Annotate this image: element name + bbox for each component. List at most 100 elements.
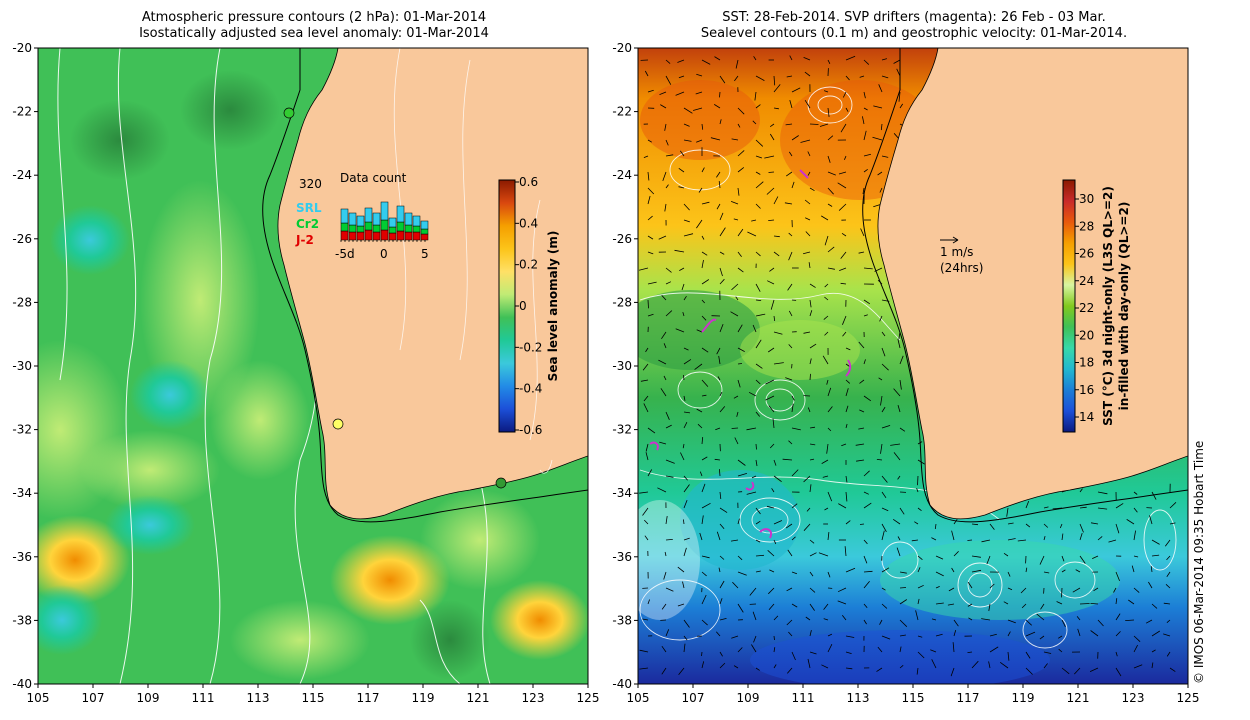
- velocity-arrow: [1149, 515, 1153, 525]
- velocity-arrow: [1056, 601, 1063, 605]
- velocity-arrow: [1097, 536, 1103, 541]
- velocity-arrow: [719, 267, 723, 277]
- velocity-arrow: [897, 475, 901, 480]
- velocity-arrow: [786, 75, 793, 78]
- velocity-arrow: [664, 551, 667, 557]
- velocity-arrow: [719, 507, 728, 513]
- x-tick-label: 121: [467, 691, 490, 705]
- velocity-arrow: [772, 418, 775, 429]
- velocity-arrow: [737, 324, 743, 333]
- velocity-arrow: [665, 310, 673, 317]
- velocity-arrow: [789, 99, 793, 109]
- inset-bar: [404, 224, 413, 233]
- map-axes: 105 107 109 111 113 115 117 119 121 123 125 -20 -22 -…: [12, 41, 1199, 705]
- velocity-arrow: [981, 618, 991, 621]
- velocity-arrow: [856, 459, 865, 462]
- velocity-arrow: [1079, 555, 1086, 564]
- velocity-arrow: [971, 555, 981, 558]
- velocity-arrow: [1043, 523, 1049, 528]
- velocity-arrow: [719, 555, 725, 560]
- velocity-arrow: [1133, 664, 1143, 669]
- velocity-arrow: [967, 539, 973, 541]
- velocity-arrow: [917, 567, 921, 573]
- velocity-arrow: [881, 347, 886, 357]
- velocity-arrow: [1151, 662, 1154, 669]
- velocity-arrow: [764, 155, 775, 159]
- x-tick-label: 117: [357, 691, 380, 705]
- inset-bar: [420, 220, 429, 230]
- velocity-arrow: [1043, 535, 1046, 541]
- x-tick-label: 119: [1012, 691, 1035, 705]
- velocity-arrow: [733, 665, 739, 669]
- velocity-arrow: [881, 75, 889, 79]
- velocity-arrow: [827, 171, 836, 176]
- x-tick-label: 123: [1122, 691, 1145, 705]
- velocity-arrow: [1079, 488, 1083, 493]
- velocity-arrow: [1115, 651, 1118, 657]
- velocity-arrow: [1089, 667, 1099, 672]
- velocity-arrow: [809, 310, 813, 317]
- velocity-arrow: [881, 523, 887, 532]
- velocity-arrow: [1169, 522, 1176, 525]
- velocity-arrow: [1092, 555, 1099, 559]
- velocity-arrow: [878, 84, 883, 93]
- velocity-arrow: [665, 516, 668, 525]
- velocity-arrow: [805, 231, 811, 237]
- velocity-arrow: [971, 523, 979, 526]
- velocity-arrow: [1115, 667, 1122, 677]
- velocity-arrow: [769, 569, 775, 573]
- velocity-arrow: [1165, 584, 1171, 589]
- right-title-line1: SST: 28-Feb-2014. SVP drifters (magenta)…: [722, 10, 1106, 25]
- velocity-arrow: [683, 375, 685, 381]
- velocity-arrow: [735, 296, 739, 301]
- velocity-arrow: [821, 664, 829, 669]
- velocity-arrow: [899, 355, 904, 365]
- velocity-arrow: [713, 104, 721, 109]
- inset-bars: [340, 201, 429, 241]
- velocity-arrow: [803, 57, 811, 61]
- left-colorbar-label: Sea level anomaly (m): [546, 231, 560, 382]
- velocity-arrow: [827, 135, 834, 141]
- velocity-arrow: [647, 215, 653, 221]
- velocity-scale-label: 1 m/s: [940, 245, 973, 259]
- velocity-arrow: [863, 580, 870, 589]
- velocity-arrow: [660, 388, 667, 397]
- velocity-arrow: [823, 618, 829, 621]
- inset-bar: [356, 215, 365, 227]
- velocity-arrow: [1025, 500, 1030, 509]
- velocity-arrow: [1166, 651, 1171, 657]
- velocity-arrow: [1007, 619, 1016, 624]
- velocity-arrow: [971, 569, 982, 573]
- velocity-arrow: [747, 231, 757, 237]
- inset-bar: [396, 205, 405, 223]
- velocity-arrow: [719, 391, 723, 397]
- velocity-arrow: [771, 488, 775, 493]
- velocity-arrow: [665, 424, 672, 429]
- right-colorbar-ticks: 30 28 26 24 22 20 18 16 14: [1075, 192, 1094, 424]
- velocity-arrow: [701, 251, 708, 256]
- velocity-arrow: [773, 635, 775, 641]
- velocity-arrow: [863, 395, 872, 402]
- velocity-arrow: [665, 267, 672, 273]
- velocity-arrow: [808, 262, 811, 269]
- velocity-arrow: [765, 395, 775, 401]
- velocity-arrow: [1025, 523, 1031, 528]
- velocity-arrow: [701, 259, 704, 269]
- velocity-arrow: [696, 329, 703, 333]
- velocity-arrow: [967, 581, 973, 589]
- y-tick-label: -32: [12, 423, 32, 437]
- velocity-arrow: [1150, 566, 1153, 573]
- velocity-arrow: [1061, 555, 1065, 562]
- velocity-arrow: [823, 90, 829, 93]
- velocity-arrow: [809, 343, 817, 349]
- velocity-arrow: [769, 123, 775, 128]
- velocity-arrow: [1108, 539, 1117, 543]
- velocity-arrow: [659, 441, 667, 445]
- velocity-arrow: [679, 150, 685, 157]
- velocity-arrow: [1007, 587, 1013, 591]
- velocity-arrow: [677, 566, 685, 573]
- velocity-arrow: [644, 70, 649, 77]
- velocity-arrow: [1061, 619, 1066, 627]
- velocity-arrow: [845, 388, 849, 397]
- velocity-arrow: [911, 539, 919, 542]
